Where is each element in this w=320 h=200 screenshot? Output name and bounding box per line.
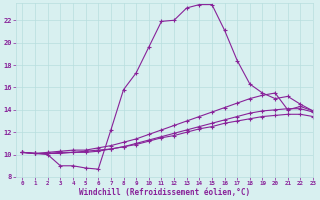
X-axis label: Windchill (Refroidissement éolien,°C): Windchill (Refroidissement éolien,°C) [79,188,250,197]
